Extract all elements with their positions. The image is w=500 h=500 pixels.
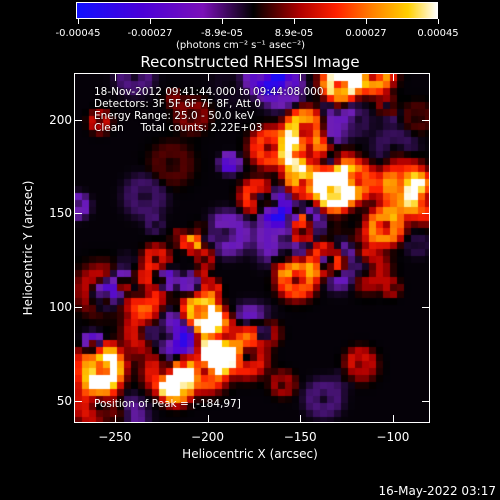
colorbar-tick-mark bbox=[78, 19, 79, 24]
chart-title: Reconstructed RHESSI Image bbox=[140, 53, 360, 71]
y-tick-mark bbox=[74, 213, 82, 215]
x-tick-mark bbox=[114, 73, 116, 81]
peak-position-label: Position of Peak = [-184,97] bbox=[94, 398, 241, 410]
x-tick-mark bbox=[300, 73, 302, 81]
colorbar-tick-label: 0.00045 bbox=[417, 28, 459, 39]
colorbar-tick-label: 0.00027 bbox=[345, 28, 387, 39]
colorbar-tick-mark bbox=[222, 19, 223, 24]
colorbar-tick-mark bbox=[366, 19, 367, 24]
x-tick-mark bbox=[114, 415, 116, 423]
colorbar-tick-mark bbox=[150, 19, 151, 24]
x-tick-label: −200 bbox=[191, 430, 224, 444]
y-tick-mark bbox=[74, 119, 82, 121]
timestamp: 16-May-2022 03:17 bbox=[378, 484, 496, 498]
info-detectors: Detectors: 3F 5F 6F 7F 8F, Att 0 bbox=[94, 98, 261, 110]
colorbar-tick-mark bbox=[294, 19, 295, 24]
colorbar-tick-label: -0.00027 bbox=[127, 28, 173, 39]
info-algorithm-counts: Clean Total counts: 2.22E+03 bbox=[94, 122, 263, 134]
y-tick-mark bbox=[422, 400, 430, 402]
y-tick-label: 150 bbox=[49, 206, 72, 221]
colorbar-tick-mark bbox=[438, 19, 439, 24]
x-tick-mark bbox=[392, 73, 394, 81]
y-axis-label: Heliocentric Y (arcsec) bbox=[21, 180, 35, 316]
heatmap-image bbox=[75, 74, 429, 422]
x-tick-label: −150 bbox=[283, 430, 317, 444]
info-energy-range: Energy Range: 25.0 - 50.0 keV bbox=[94, 110, 255, 122]
y-tick-mark bbox=[74, 306, 82, 308]
x-axis-label: Heliocentric X (arcsec) bbox=[182, 447, 318, 461]
x-tick-mark bbox=[207, 73, 209, 81]
y-tick-mark bbox=[74, 400, 82, 402]
info-time-range: 18-Nov-2012 09:41:44.000 to 09:44:08.000 bbox=[94, 86, 324, 98]
colorbar bbox=[76, 2, 438, 19]
y-tick-label: 50 bbox=[56, 393, 72, 408]
x-tick-mark bbox=[300, 415, 302, 423]
colorbar-tick-label: 8.9e-05 bbox=[274, 28, 314, 39]
x-tick-mark bbox=[207, 415, 209, 423]
y-tick-label: 200 bbox=[49, 112, 72, 127]
y-tick-mark bbox=[422, 306, 430, 308]
x-tick-label: −100 bbox=[376, 430, 410, 444]
plot-area bbox=[74, 73, 430, 423]
x-tick-label: −250 bbox=[98, 430, 132, 444]
colorbar-unit-label: (photons cm⁻² s⁻¹ asec⁻²) bbox=[176, 40, 306, 51]
colorbar-tick-label: -0.00045 bbox=[55, 28, 101, 39]
y-tick-mark bbox=[422, 213, 430, 215]
colorbar-tick-label: -8.9e-05 bbox=[201, 28, 243, 39]
y-tick-mark bbox=[422, 119, 430, 121]
x-tick-mark bbox=[392, 415, 394, 423]
y-tick-label: 100 bbox=[49, 299, 72, 314]
